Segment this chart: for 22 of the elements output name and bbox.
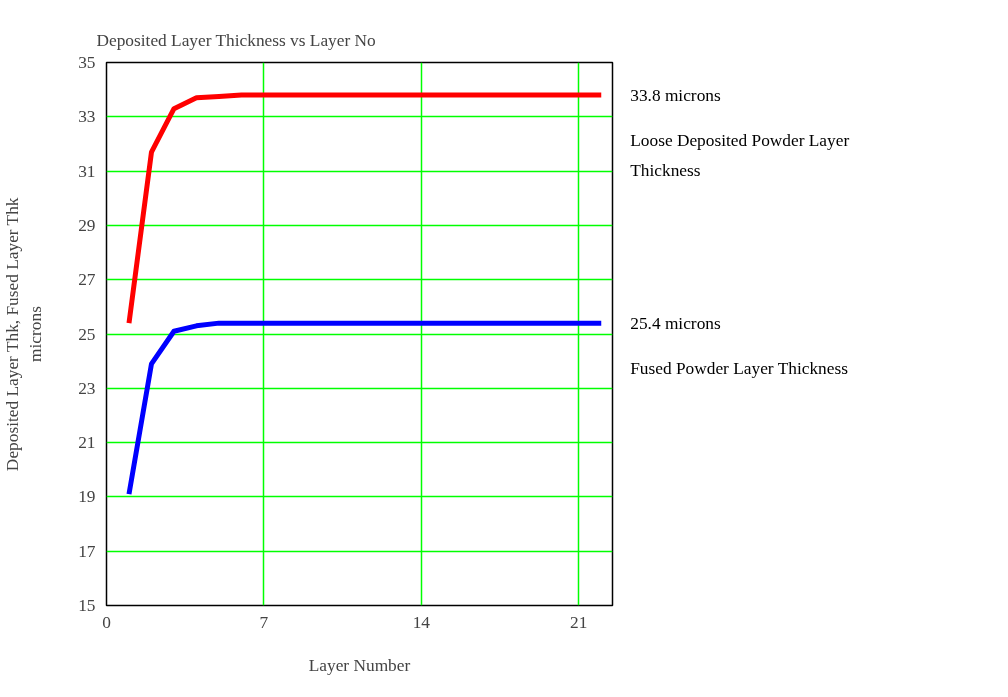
x-tick-label: 0: [102, 612, 111, 632]
y-tick-label: 35: [78, 53, 96, 72]
y-tick-label: 21: [78, 433, 96, 453]
y-axis-title: Deposited Layer Thk, Fused Layer Thk microns: [3, 197, 46, 472]
chart-title: Deposited Layer Thickness vs Layer No: [96, 31, 376, 50]
text: Loose Deposited Powder Layer Thickness: [630, 130, 850, 180]
y-tick-label: 31: [78, 161, 96, 181]
x-axis-title: Layer Number: [308, 655, 411, 675]
text: 25.4 microns: [630, 313, 721, 333]
y-tick-label: 17: [78, 541, 96, 561]
x-tick-label: 7: [259, 612, 269, 632]
y-tick-label: 29: [78, 215, 96, 235]
text: 33.8 microns: [630, 85, 721, 105]
y-tick-label: 15: [78, 596, 96, 615]
x-tick-label: 14: [412, 612, 431, 632]
y-tick-label: 33: [78, 107, 96, 127]
y-tick-label: 27: [78, 270, 96, 290]
text: Fused Powder Layer Thickness: [630, 358, 849, 378]
y-tick-label: 23: [78, 378, 96, 398]
y-tick-label: 19: [78, 487, 96, 507]
y-tick-label: 25: [78, 324, 96, 344]
x-tick-label: 21: [570, 612, 588, 632]
